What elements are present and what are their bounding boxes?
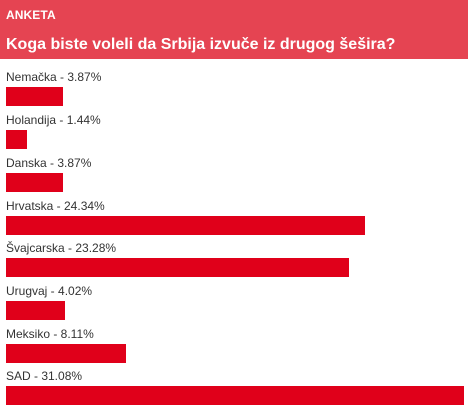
poll-option-meksiko[interactable]: Meksiko - 8.11% xyxy=(0,327,468,371)
poll-option-bar xyxy=(6,301,65,320)
poll-option-urugvaj[interactable]: Urugvaj - 4.02% xyxy=(0,284,468,328)
poll-option-bar xyxy=(6,130,27,149)
poll-option-holandija[interactable]: Holandija - 1.44% xyxy=(0,113,468,157)
poll-option-bar xyxy=(6,216,365,235)
poll-question: Koga biste voleli da Srbija izvuče iz dr… xyxy=(6,36,396,53)
poll-option-label: Švajcarska - 23.28% xyxy=(6,241,117,255)
poll-option-bar xyxy=(6,173,63,192)
poll-option-bar xyxy=(6,386,464,405)
poll-option-label: Meksiko - 8.11% xyxy=(6,327,94,341)
poll-option-track xyxy=(6,216,464,235)
poll-option-label: Hrvatska - 24.34% xyxy=(6,199,105,213)
poll-option-bar xyxy=(6,258,349,277)
poll-option-track xyxy=(6,344,464,363)
poll-option-track xyxy=(6,301,464,320)
poll-tag: ANKETA xyxy=(6,8,56,22)
poll-option-bar xyxy=(6,344,126,363)
poll-option-track xyxy=(6,130,464,149)
poll-option-label: Holandija - 1.44% xyxy=(6,113,101,127)
poll-option-sad[interactable]: SAD - 31.08% xyxy=(0,369,468,413)
poll-option-track xyxy=(6,386,464,405)
poll-option-svajcarska[interactable]: Švajcarska - 23.28% xyxy=(0,241,468,285)
poll-option-track xyxy=(6,258,464,277)
poll-option-danska[interactable]: Danska - 3.87% xyxy=(0,156,468,200)
poll-header: ANKETA Koga biste voleli da Srbija izvuč… xyxy=(0,0,468,59)
poll-option-nemacka[interactable]: Nemačka - 3.87% xyxy=(0,70,468,114)
poll-option-hrvatska[interactable]: Hrvatska - 24.34% xyxy=(0,199,468,243)
poll-option-label: Danska - 3.87% xyxy=(6,156,92,170)
poll-option-bar xyxy=(6,87,63,106)
poll-option-track xyxy=(6,173,464,192)
poll-option-label: Urugvaj - 4.02% xyxy=(6,284,93,298)
poll-option-track xyxy=(6,87,464,106)
poll-option-label: SAD - 31.08% xyxy=(6,369,83,383)
poll-option-label: Nemačka - 3.87% xyxy=(6,70,102,84)
